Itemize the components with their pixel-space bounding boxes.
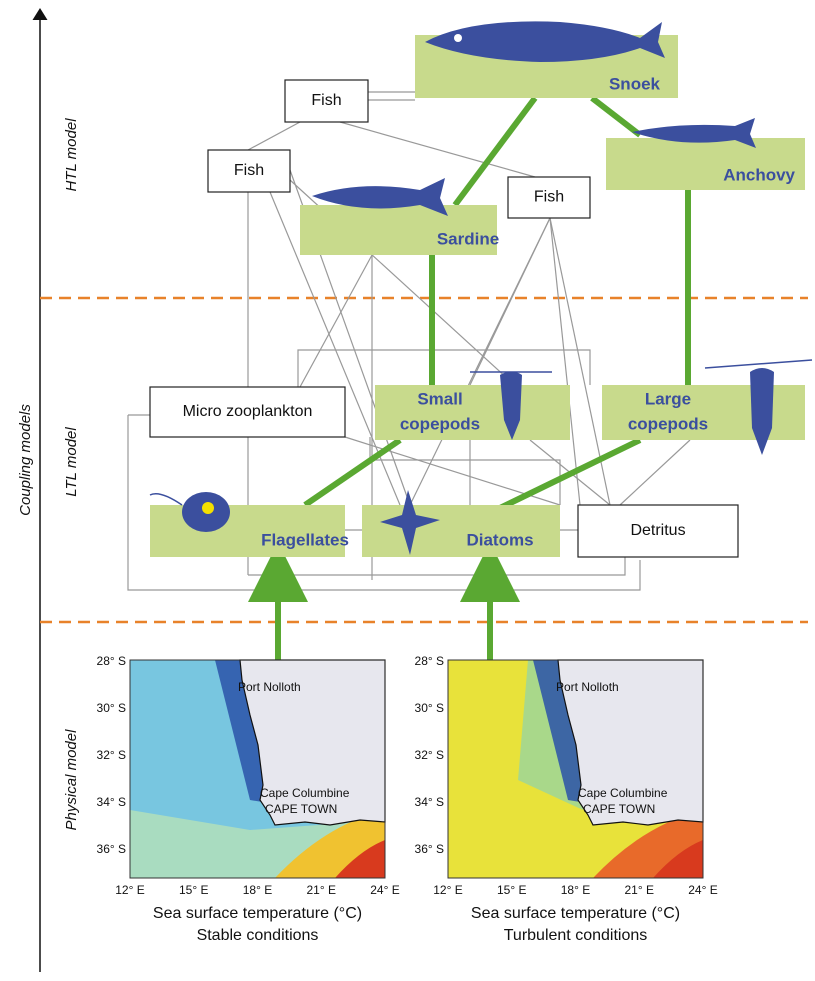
land xyxy=(239,659,386,826)
lat-label: 30° S xyxy=(97,701,126,715)
node-label: Snoek xyxy=(609,74,661,93)
place-label: Port Nolloth xyxy=(238,680,301,694)
side-label: HTL model xyxy=(63,118,80,192)
node-label: Micro zooplankton xyxy=(183,403,313,420)
node-label: Fish xyxy=(234,162,264,179)
place-label: CAPE TOWN xyxy=(583,802,655,816)
node-label: copepods xyxy=(628,414,708,433)
node-label: copepods xyxy=(400,414,480,433)
species-box xyxy=(606,138,805,190)
node-label: Large xyxy=(645,389,691,408)
species-box xyxy=(375,385,570,440)
lon-label: 15° E xyxy=(179,883,208,897)
trophic-links xyxy=(248,95,691,662)
map-frame xyxy=(129,659,386,879)
side-label: Coupling models xyxy=(17,404,34,516)
species-box xyxy=(300,205,497,255)
sea-hot-core xyxy=(335,840,385,878)
lat-label: 36° S xyxy=(415,842,444,856)
map-condition: Turbulent conditions xyxy=(504,927,648,944)
group-box xyxy=(149,386,346,438)
lat-label: 30° S xyxy=(415,701,444,715)
node-label: Fish xyxy=(311,92,341,109)
upwelling xyxy=(215,660,385,825)
place-label: Port Nolloth xyxy=(556,680,619,694)
group-box xyxy=(507,176,591,219)
lon-label: 12° E xyxy=(115,883,144,897)
lon-label: 21° E xyxy=(625,883,654,897)
lat-label: 34° S xyxy=(415,795,444,809)
lat-label: 28° S xyxy=(97,654,126,668)
side-label: LTL model xyxy=(63,427,80,497)
map-caption: Sea surface temperature (°C) xyxy=(153,905,362,922)
lat-label: 34° S xyxy=(97,795,126,809)
lon-label: 18° E xyxy=(243,883,272,897)
lat-label: 36° S xyxy=(97,842,126,856)
group-box xyxy=(577,504,739,558)
lon-label: 18° E xyxy=(561,883,590,897)
node-label: Small xyxy=(417,389,462,408)
lon-label: 12° E xyxy=(433,883,462,897)
map-condition: Stable conditions xyxy=(197,927,319,944)
node-label: Sardine xyxy=(437,229,499,248)
lon-label: 24° E xyxy=(370,883,399,897)
node-label: Diatoms xyxy=(466,530,533,549)
side-label: Physical model xyxy=(63,729,80,831)
map-frame xyxy=(447,659,704,879)
node-label: Detritus xyxy=(630,522,685,539)
place-label: Cape Columbine xyxy=(578,786,668,800)
lat-label: 32° S xyxy=(415,748,444,762)
place-label: CAPE TOWN xyxy=(265,802,337,816)
place-label: Cape Columbine xyxy=(260,786,350,800)
sea-hot-core xyxy=(653,840,703,878)
species-box xyxy=(362,505,560,557)
lon-label: 24° E xyxy=(688,883,717,897)
node-label: Fish xyxy=(534,189,564,206)
group-box xyxy=(207,149,291,193)
lon-label: 21° E xyxy=(307,883,336,897)
land xyxy=(557,659,704,826)
node-label: Flagellates xyxy=(261,530,349,549)
group-box xyxy=(284,79,369,123)
icons xyxy=(149,21,813,555)
lat-label: 32° S xyxy=(97,748,126,762)
map-caption: Sea surface temperature (°C) xyxy=(471,905,680,922)
lon-label: 15° E xyxy=(497,883,526,897)
node-label: Anchovy xyxy=(723,165,795,184)
upwelling xyxy=(533,660,703,825)
lat-label: 28° S xyxy=(415,654,444,668)
